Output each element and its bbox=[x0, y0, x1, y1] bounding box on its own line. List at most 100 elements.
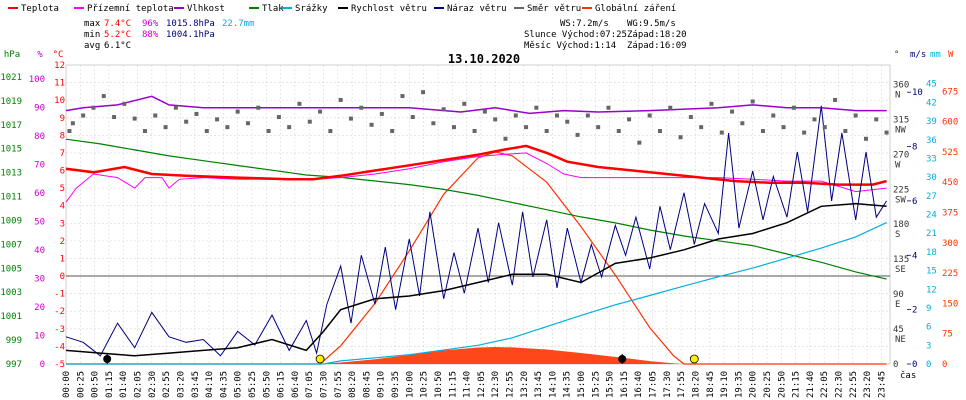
w-axis-tick: 0 bbox=[942, 360, 947, 370]
deg-axis-tick: 360 bbox=[893, 80, 909, 90]
mm-axis-tick: 0 bbox=[926, 360, 931, 370]
pressure-line bbox=[65, 138, 887, 280]
mm-axis-tick: 3 bbox=[926, 341, 931, 351]
time-tick: 13:20 bbox=[520, 371, 530, 398]
wind-dir-point bbox=[616, 129, 621, 134]
markers-layer bbox=[103, 354, 699, 364]
hpa-axis-tick: 1015 bbox=[0, 145, 22, 155]
wind-dir-point bbox=[256, 105, 261, 110]
wind-dir-point bbox=[554, 113, 559, 118]
hpa-axis-unit: hPa bbox=[4, 50, 20, 60]
time-tick: 03:20 bbox=[176, 371, 186, 398]
deg-axis-tick: 90 bbox=[893, 290, 904, 300]
mm-axis-tick: 9 bbox=[926, 304, 931, 314]
time-tick: 15:50 bbox=[606, 371, 616, 398]
mm-axis-tick: 27 bbox=[926, 192, 937, 202]
hpa-axis-tick: 1021 bbox=[0, 73, 22, 83]
temp-axis-tick: -4 bbox=[54, 342, 65, 352]
time-tick: 19:10 bbox=[720, 371, 730, 398]
gust-line bbox=[65, 105, 888, 357]
wind-dir-point bbox=[348, 116, 353, 121]
wind-dir-point bbox=[112, 115, 117, 120]
mm-axis-tick: 33 bbox=[926, 154, 937, 164]
time-tick: 05:00 bbox=[234, 371, 244, 398]
temp-axis-tick: 9 bbox=[60, 114, 65, 124]
wind-dir-point bbox=[359, 105, 364, 110]
mm-axis-tick: 18 bbox=[926, 248, 937, 258]
wind-dir-point bbox=[379, 111, 384, 116]
time-tick: 02:05 bbox=[134, 371, 144, 398]
time-tick: 09:10 bbox=[377, 371, 387, 398]
wind-dir-point bbox=[627, 117, 632, 122]
temp-axis-tick: -3 bbox=[54, 325, 65, 335]
mm-axis-tick: 15 bbox=[926, 267, 937, 277]
mm-axis-unit: mm bbox=[930, 50, 941, 60]
legend-label: Náraz větru bbox=[447, 4, 507, 14]
time-tick: 19:35 bbox=[734, 371, 744, 398]
wind-dir-point bbox=[235, 109, 240, 114]
deg-axis-tick: 180 bbox=[893, 220, 909, 230]
plot-area bbox=[65, 64, 891, 365]
wind-dir-point bbox=[369, 122, 374, 127]
time-tick: 07:05 bbox=[305, 371, 315, 398]
time-tick: 18:20 bbox=[691, 371, 701, 398]
wind-dir-point bbox=[287, 125, 292, 130]
legend-label: Přízemní teplota bbox=[87, 4, 174, 14]
legend-label: Rychlost větru bbox=[351, 4, 427, 14]
rain-line bbox=[66, 222, 887, 365]
ms-axis-unit: m/s bbox=[910, 50, 926, 60]
wind-dir-point bbox=[421, 90, 426, 95]
stat-max-press: 1015.8hPa bbox=[166, 19, 215, 29]
info-block: WS:7.2m/s WG:9.5m/s Slunce Východ:07:25 … bbox=[524, 19, 687, 51]
pct-axis-tick: 30 bbox=[34, 275, 45, 285]
wind-dir-point bbox=[585, 113, 590, 118]
time-tick: 16:40 bbox=[634, 371, 644, 398]
series-layer bbox=[65, 90, 889, 365]
wind-speed-line bbox=[65, 202, 887, 357]
temp-axis-tick: 8 bbox=[60, 131, 65, 141]
legend-label: Tlak bbox=[262, 4, 284, 14]
wind-dir-point bbox=[534, 105, 539, 110]
ms-axis-tick: 6 bbox=[912, 197, 917, 207]
info-moon: Měsíc Východ:1:14 bbox=[524, 41, 616, 51]
time-tick: 14:35 bbox=[563, 371, 573, 398]
wind-dir-point bbox=[771, 113, 776, 118]
stat-min-label: min bbox=[84, 30, 100, 40]
wind-dir-point bbox=[740, 121, 745, 126]
hpa-axis-tick: 999 bbox=[6, 336, 22, 346]
hpa-axis-tick: 1009 bbox=[0, 216, 22, 226]
mm-axis-tick: 39 bbox=[926, 117, 937, 127]
wind-dir-point bbox=[328, 129, 333, 134]
ms-axis-tick: 0 bbox=[912, 360, 917, 370]
mm-axis-tick: 45 bbox=[926, 80, 937, 90]
stat-min-temp: 5.2°C bbox=[104, 30, 131, 40]
wind-dir-point bbox=[719, 130, 724, 135]
wind-dir-point bbox=[843, 129, 848, 134]
temp-axis-tick: 2 bbox=[60, 237, 65, 247]
w-axis-tick: 450 bbox=[942, 178, 958, 188]
wind-dir-point bbox=[802, 130, 807, 135]
deg-axis-tick: W bbox=[895, 160, 901, 170]
time-tick: 23:20 bbox=[863, 371, 873, 398]
deg-axis-tick: 270 bbox=[893, 150, 909, 160]
hpa-axis-tick: 1001 bbox=[0, 312, 22, 322]
deg-axis-unit: ° bbox=[894, 50, 899, 60]
time-tick: 21:15 bbox=[792, 371, 802, 398]
wind-dir-point bbox=[122, 101, 127, 106]
wind-dir-point bbox=[760, 129, 765, 134]
axes: hPa1021101910171015101310111009100710051… bbox=[0, 50, 958, 398]
w-axis-tick: 525 bbox=[942, 148, 958, 158]
wind-dir-point bbox=[781, 125, 786, 130]
temp-axis-tick: 6 bbox=[60, 167, 65, 177]
w-axis-tick: 300 bbox=[942, 239, 958, 249]
time-tick: 04:10 bbox=[205, 371, 215, 398]
pct-axis-tick: 100 bbox=[29, 75, 45, 85]
wind-dir-point bbox=[91, 105, 96, 110]
mm-axis-tick: 12 bbox=[926, 285, 937, 295]
temp-axis-tick: 4 bbox=[60, 202, 65, 212]
legend-label: Teplota bbox=[21, 4, 59, 14]
wind-dir-point bbox=[647, 113, 652, 118]
wind-dir-point bbox=[204, 129, 209, 134]
time-tick: 10:25 bbox=[420, 371, 430, 398]
wind-dir-point bbox=[307, 119, 312, 124]
